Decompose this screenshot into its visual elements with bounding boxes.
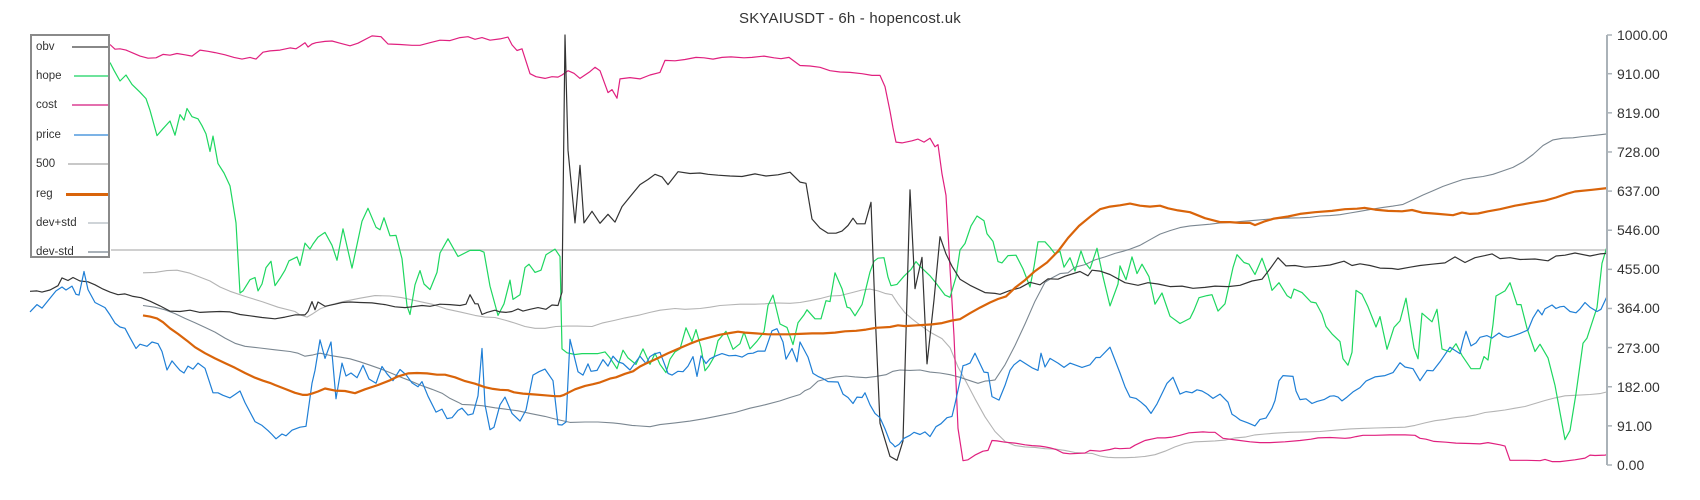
legend-item-dev-minus-std[interactable]: dev-std — [36, 244, 108, 260]
y-axis — [1606, 34, 1612, 466]
legend-label: obv — [36, 41, 55, 53]
legend-item-price[interactable]: price — [36, 127, 108, 143]
y-tick-label: 910.00 — [1617, 65, 1660, 82]
legend-label: cost — [36, 99, 58, 111]
y-tick-label: 364.00 — [1617, 300, 1660, 317]
y-tick-label: 637.00 — [1617, 183, 1660, 200]
y-tick-label: 0.00 — [1617, 457, 1645, 473]
y-tick-label: 91.00 — [1617, 417, 1653, 434]
series-obv — [29, 34, 1608, 461]
series-hope — [109, 62, 1608, 441]
y-tick-label: 273.00 — [1617, 339, 1660, 356]
y-tick-label: 728.00 — [1617, 143, 1660, 160]
legend-item-dev-plus-std[interactable]: dev+std — [36, 215, 108, 231]
y-tick-label: 1000.00 — [1617, 27, 1668, 43]
legend-label: dev-std — [36, 246, 74, 258]
series-reg — [142, 187, 1608, 398]
legend-label: dev+std — [36, 217, 77, 229]
legend-swatch-cost — [72, 104, 108, 106]
legend: obv hope cost price 500 reg dev+std dev-… — [30, 34, 110, 258]
legend-swatch-price — [74, 134, 108, 136]
y-tick-label: 455.00 — [1617, 261, 1660, 278]
y-tick-label: 819.00 — [1617, 104, 1660, 121]
legend-item-500[interactable]: 500 — [36, 156, 108, 172]
legend-swatch-reg — [66, 193, 108, 196]
legend-swatch-obv — [72, 46, 108, 48]
legend-item-obv[interactable]: obv — [36, 39, 108, 55]
legend-swatch-dev-plus-std — [88, 222, 108, 224]
legend-label: reg — [36, 188, 53, 200]
legend-item-reg[interactable]: reg — [36, 186, 108, 202]
legend-swatch-dev-minus-std — [88, 251, 108, 253]
series-cost — [109, 35, 1608, 463]
chart-title: SKYAIUSDT - 6h - hopencost.uk — [738, 10, 961, 27]
series-layer — [29, 34, 1608, 463]
y-tick-label: 546.00 — [1617, 222, 1660, 239]
series-price — [29, 270, 1608, 448]
legend-swatch-500 — [68, 163, 108, 165]
legend-label: 500 — [36, 158, 56, 170]
legend-label: price — [36, 129, 61, 141]
legend-label: hope — [36, 70, 62, 82]
series-dev-std — [142, 133, 1608, 428]
y-tick-label: 182.00 — [1617, 378, 1660, 395]
legend-item-cost[interactable]: cost — [36, 97, 108, 113]
legend-swatch-hope — [74, 75, 108, 77]
legend-item-hope[interactable]: hope — [36, 68, 108, 84]
